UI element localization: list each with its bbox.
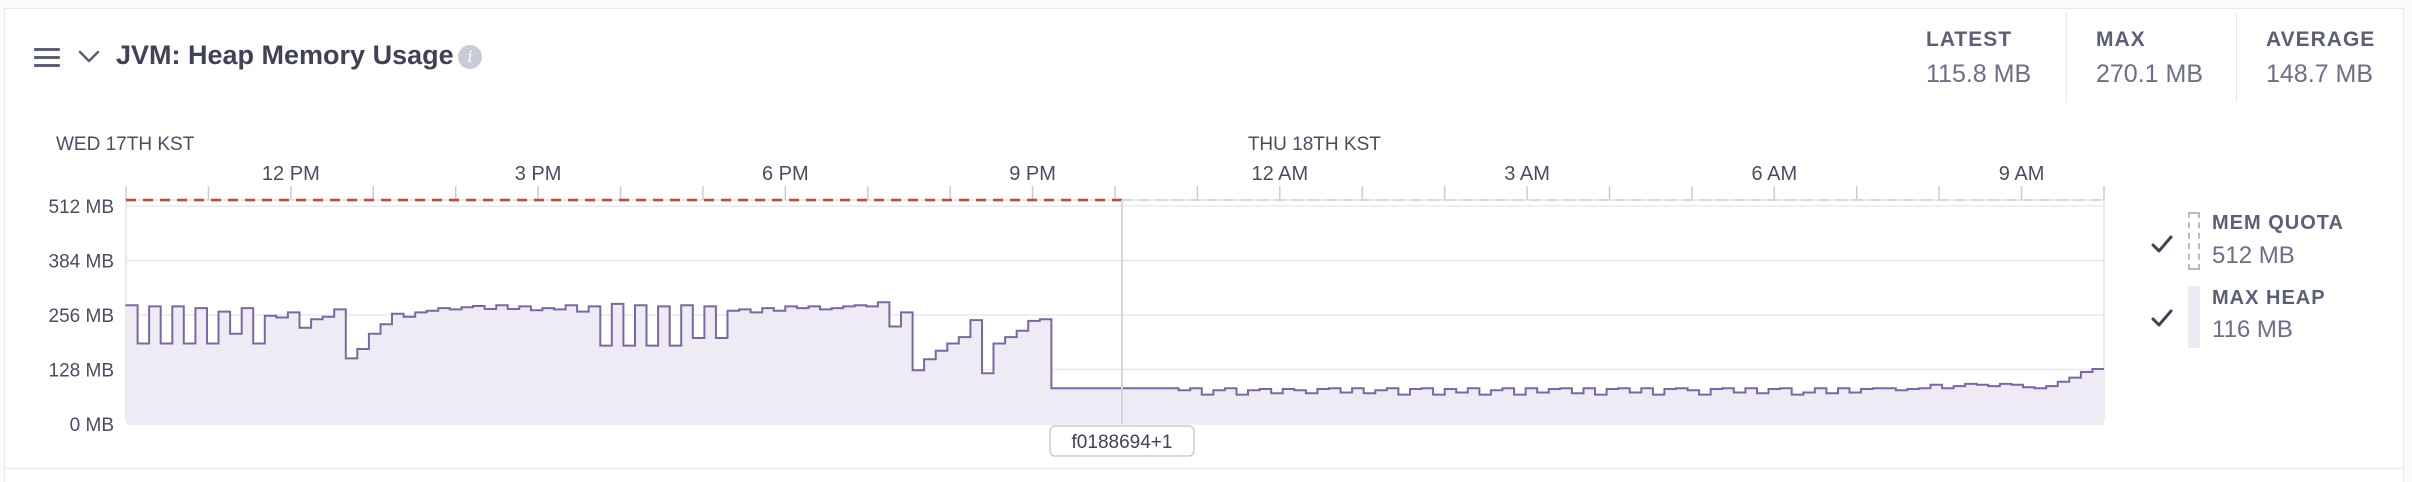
day-label: WED 17TH KST [56,134,195,155]
info-icon[interactable]: i [458,45,482,69]
x-tick-label: 3 PM [515,163,562,185]
y-tick-label: 0 MB [70,415,114,436]
stat-divider [2236,12,2237,102]
stat-max-label: MAX [2096,28,2146,51]
mem-quota-swatch [2188,212,2200,270]
x-tick-label: 6 PM [762,163,809,185]
legend-max-heap-value: 116 MB [2212,316,2293,343]
deploy-marker-box [1049,425,1195,457]
x-tick-label: 12 AM [1251,163,1308,185]
day-label: THU 18TH KST [1248,134,1381,155]
stat-latest: LATEST 115.8 MB [1926,28,2031,89]
y-tick-label: 512 MB [49,197,114,218]
stat-max: MAX 270.1 MB [2096,28,2203,89]
x-tick-label: 9 PM [1009,163,1056,185]
stat-latest-label: LATEST [1926,28,2013,51]
legend-mem-quota-value: 512 MB [2212,242,2295,269]
y-tick-label: 384 MB [49,252,114,273]
x-tick-label: 6 AM [1752,163,1798,185]
legend-mem-quota-label: MEM QUOTA [2212,212,2344,234]
chevron-down-icon[interactable] [76,44,102,70]
x-tick-label: 9 AM [1999,163,2045,185]
max-heap-area [126,302,2104,424]
panel-divider [4,468,2404,469]
checkmark-icon[interactable] [2150,306,2174,330]
hamburger-menu-icon[interactable] [34,48,60,68]
stat-average: AVERAGE 148.7 MB [2266,28,2375,89]
x-tick-label: 3 AM [1504,163,1550,185]
y-tick-label: 128 MB [49,361,114,382]
max-heap-swatch [2188,286,2200,348]
stat-max-value: 270.1 MB [2096,60,2204,88]
stat-divider [2066,12,2067,102]
max-heap-line [125,301,2104,396]
legend-max-heap-label: MAX HEAP [2212,287,2326,309]
deploy-marker-badge: f0188694+1 [1049,425,1195,457]
stat-latest-value: 115.8 MB [1926,60,2032,88]
checkmark-icon[interactable] [2150,232,2174,256]
stat-average-value: 148.7 MB [2266,60,2374,88]
stat-average-label: AVERAGE [2266,28,2376,51]
panel-title: JVM: Heap Memory Usage [116,40,454,70]
deploy-marker-label: f0188694+1 [1072,432,1173,453]
x-tick-label: 12 PM [262,163,320,185]
y-tick-label: 256 MB [49,306,114,327]
